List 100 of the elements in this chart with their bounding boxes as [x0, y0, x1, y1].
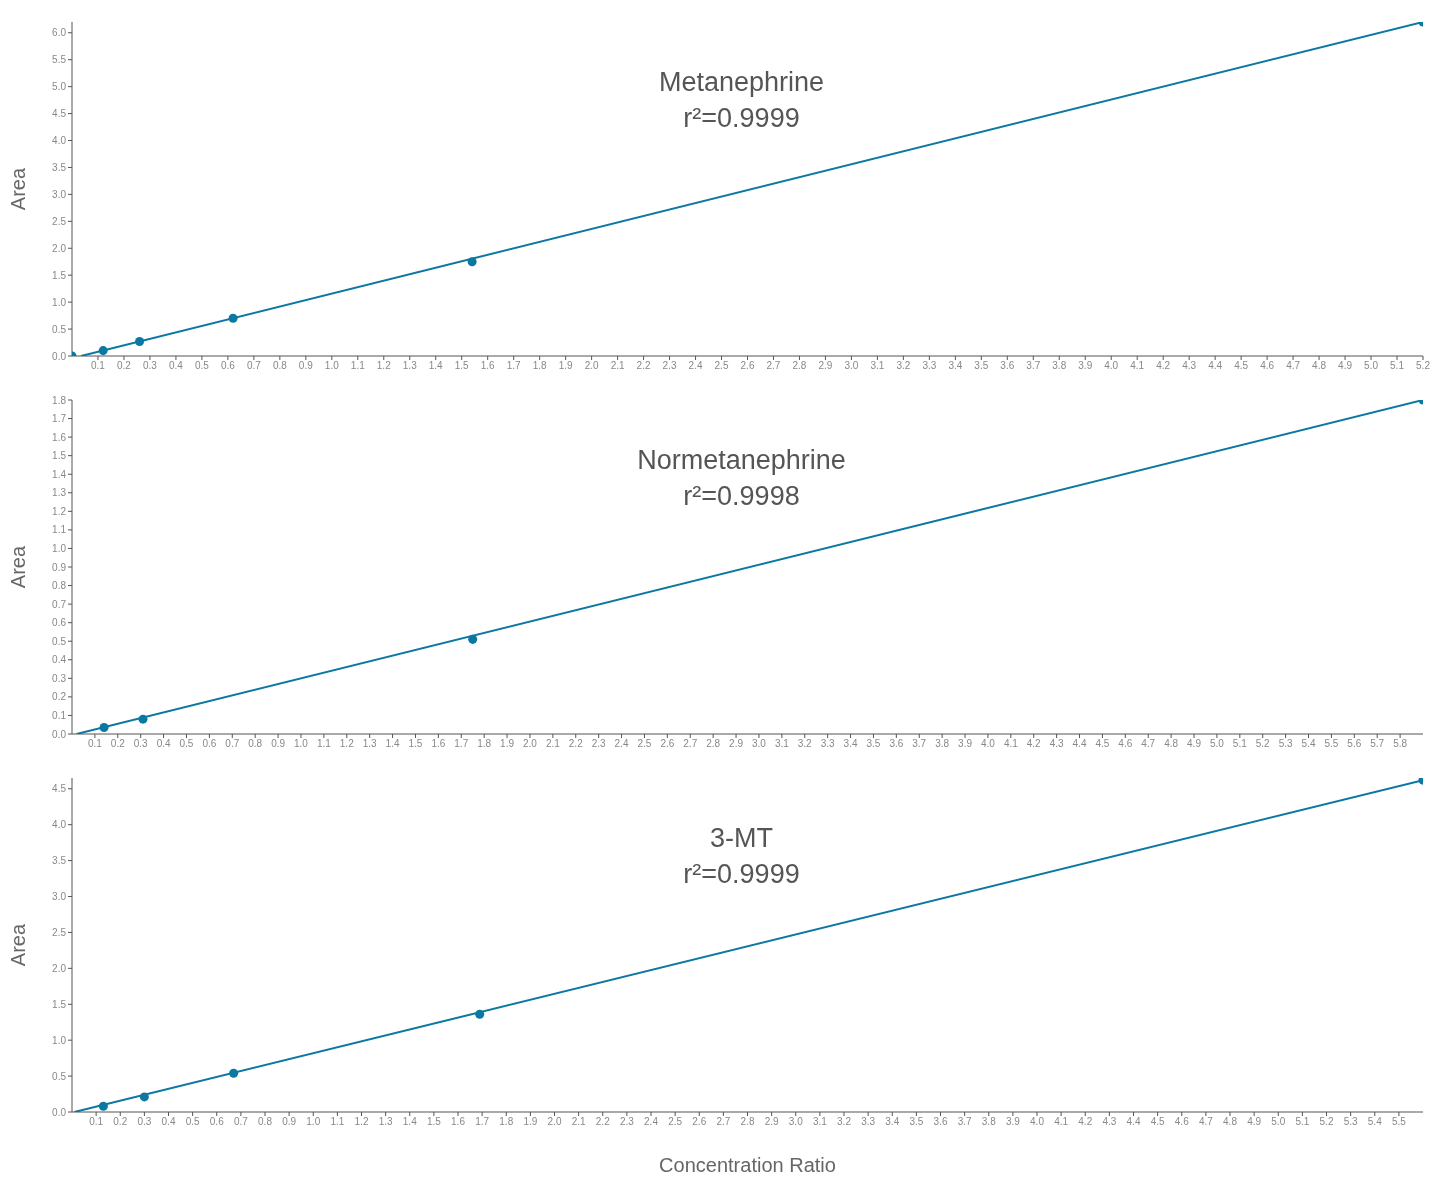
x-tick-label: 1.7 — [475, 1116, 490, 1128]
x-tick-label: 3.7 — [1026, 360, 1041, 372]
x-tick-label: 1.9 — [558, 360, 574, 372]
x-tick-label: 4.0 — [1104, 360, 1119, 372]
x-tick-label: 0.9 — [282, 1116, 297, 1128]
x-tick-label: 1.3 — [402, 360, 418, 372]
x-tick-label: 4.5 — [1234, 360, 1249, 372]
point — [138, 714, 148, 724]
point — [228, 313, 238, 323]
y-tick-label: 4.5 — [52, 108, 67, 120]
x-tick-label: 2.1 — [545, 738, 561, 750]
x-tick-label: 0.3 — [133, 738, 149, 750]
x-tick-label: 4.8 — [1312, 360, 1327, 372]
x-tick-label: 1.4 — [428, 360, 444, 372]
x-tick-label: 3.0 — [844, 360, 859, 372]
x-tick-label: 2.9 — [764, 1116, 780, 1128]
x-tick-label: 4.3 — [1049, 738, 1065, 750]
x-tick-label: 3.6 — [889, 738, 904, 750]
x-tick-label: 1.2 — [376, 360, 392, 372]
x-tick-label: 2.3 — [662, 360, 677, 372]
x-tick-label: 0.1 — [89, 1116, 104, 1128]
point — [468, 634, 478, 644]
x-tick-label: 2.8 — [792, 360, 807, 372]
x-tick-label: 2.0 — [584, 360, 599, 372]
x-tick-label: 5.0 — [1209, 738, 1225, 750]
x-tick-label: 4.9 — [1247, 1116, 1262, 1128]
x-tick-label: 2.6 — [660, 738, 675, 750]
x-tick-label: 1.9 — [500, 738, 515, 750]
x-tick-label: 5.2 — [1255, 738, 1271, 750]
x-tick-label: 4.6 — [1260, 360, 1275, 372]
x-tick-label: 4.2 — [1156, 360, 1171, 372]
x-tick-label: 5.7 — [1370, 738, 1385, 750]
x-tick-label: 5.4 — [1367, 1116, 1383, 1128]
x-tick-label: 3.7 — [912, 738, 927, 750]
x-tick-label: 3.4 — [885, 1116, 900, 1128]
x-tick-label: 2.8 — [740, 1116, 755, 1128]
y-tick-label: 1.1 — [52, 524, 67, 536]
y-tick-label: 0.9 — [52, 561, 67, 573]
x-tick-label: 3.0 — [788, 1116, 804, 1128]
x-tick-label: 3.2 — [837, 1116, 852, 1128]
x-tick-label: 0.5 — [194, 360, 210, 372]
x-tick-label: 4.6 — [1118, 738, 1133, 750]
x-tick-label: 1.6 — [431, 738, 446, 750]
y-tick-label: 1.0 — [52, 296, 67, 308]
x-tick-label: 1.6 — [480, 360, 496, 372]
x-tick-label: 5.3 — [1343, 1116, 1359, 1128]
x-tick-label: 4.3 — [1102, 1116, 1117, 1128]
x-tick-label: 1.8 — [499, 1116, 514, 1128]
point — [139, 1092, 149, 1102]
x-tick-label: 3.1 — [812, 1116, 828, 1128]
x-tick-label: 0.7 — [225, 738, 240, 750]
x-tick-label: 2.6 — [740, 360, 755, 372]
x-tick-label: 1.0 — [294, 738, 309, 750]
point — [467, 257, 477, 267]
x-tick-label: 5.2 — [1416, 360, 1431, 372]
y-tick-label: 6.0 — [52, 27, 67, 39]
x-tick-label: 1.5 — [408, 738, 423, 750]
x-tick-label: 0.8 — [258, 1116, 273, 1128]
point — [229, 1068, 239, 1078]
y-tick-label: 0.3 — [52, 672, 67, 684]
x-tick-label: 1.2 — [339, 738, 355, 750]
y-tick-label: 1.2 — [52, 505, 67, 517]
point — [475, 1009, 485, 1019]
y-tick-label: 0.4 — [52, 654, 67, 666]
x-tick-label: 4.4 — [1126, 1116, 1141, 1128]
y-tick-label: 1.7 — [52, 413, 67, 425]
y-tick-label: 5.5 — [52, 54, 67, 66]
x-tick-label: 2.7 — [683, 738, 698, 750]
x-tick-label: 4.9 — [1338, 360, 1353, 372]
x-tick-label: 5.1 — [1390, 360, 1405, 372]
x-tick-label: 1.6 — [451, 1116, 466, 1128]
x-tick-label: 0.8 — [272, 360, 288, 372]
y-tick-label: 1.0 — [52, 1034, 67, 1046]
x-tick-label: 0.4 — [156, 738, 171, 750]
y-tick-label: 0.6 — [52, 617, 67, 629]
x-tick-label: 2.4 — [688, 360, 703, 372]
x-tick-label: 4.2 — [1026, 738, 1042, 750]
x-tick-label: 2.6 — [692, 1116, 707, 1128]
x-tick-label: 0.6 — [202, 738, 217, 750]
y-tick-label: 0.8 — [52, 580, 67, 592]
x-tick-label: 4.4 — [1208, 360, 1223, 372]
y-tick-label: 1.6 — [52, 431, 67, 443]
x-tick-label: 3.4 — [843, 738, 858, 750]
text: r²=0.9998 — [683, 481, 800, 511]
x-tick-label: 2.7 — [716, 1116, 731, 1128]
x-tick-label: 5.1 — [1232, 738, 1248, 750]
x-tick-label: 3.8 — [1052, 360, 1067, 372]
x-tick-label: 4.5 — [1150, 1116, 1166, 1128]
y-tick-label: 3.5 — [52, 162, 67, 173]
point — [98, 1101, 108, 1111]
x-tick-label: 4.8 — [1164, 738, 1179, 750]
x-tick-label: 0.6 — [220, 360, 236, 372]
y-tick-label: 2.5 — [52, 926, 67, 938]
x-tick-label: 2.5 — [714, 360, 729, 372]
x-tick-label: 0.5 — [185, 1116, 201, 1128]
x-tick-label: 1.4 — [402, 1116, 418, 1128]
x-tick-label: 1.5 — [454, 360, 470, 372]
y-tick-label: 5.0 — [52, 81, 67, 93]
y-tick-label: 3.5 — [52, 855, 67, 867]
x-tick-label: 3.1 — [870, 360, 885, 372]
